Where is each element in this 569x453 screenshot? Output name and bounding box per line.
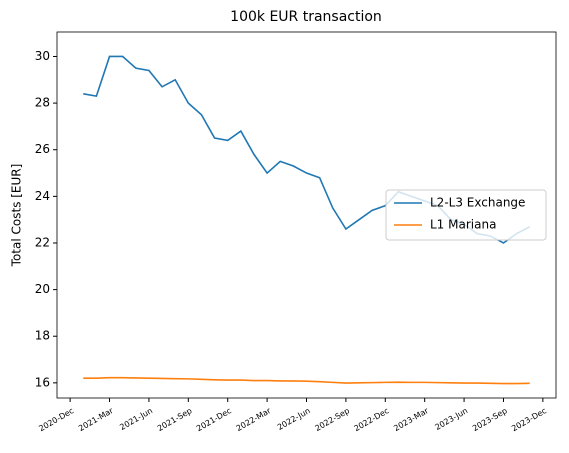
x-tick-label: 2022-Jun: [276, 406, 312, 432]
plot-frame: [56, 31, 557, 399]
x-tick-label: 2023-Jun: [433, 406, 469, 432]
x-tick-label: 2022-Mar: [235, 406, 273, 433]
legend-box: [385, 189, 547, 241]
chart-title: 100k EUR transaction: [230, 9, 382, 25]
legend-label: L2-L3 Exchange: [430, 196, 525, 210]
x-tick-label: 2023-Mar: [392, 406, 430, 433]
x-tick-label: 2021-Sep: [156, 406, 194, 433]
x-tick-label: 2022-Dec: [352, 406, 390, 433]
y-tick-label: 16: [35, 375, 50, 389]
y-tick-label: 20: [35, 282, 50, 296]
legend: L2-L3 Exchange L1 Mariana: [385, 189, 547, 241]
x-tick-label: 2023-Sep: [471, 406, 509, 433]
y-tick-label: 30: [35, 49, 50, 63]
x-tick-label: 2022-Sep: [313, 406, 351, 433]
y-tick-label: 28: [35, 96, 50, 110]
x-tick-label: 2021-Jun: [118, 406, 154, 432]
x-tick-label: 2020-Dec: [37, 406, 75, 433]
x-tick-label: 2021-Mar: [77, 406, 115, 433]
legend-label: L1 Mariana: [430, 218, 496, 232]
y-tick-label: 18: [35, 329, 50, 343]
line-series: [83, 376, 530, 385]
y-axis-label: Total Costs [EUR]: [10, 164, 24, 268]
y-tick-label: 22: [35, 235, 50, 249]
y-tick-label: 24: [35, 189, 50, 203]
x-tick-label: 2023-Dec: [510, 406, 548, 433]
y-tick-label: 26: [35, 142, 50, 156]
x-tick-label: 2021-Dec: [195, 406, 233, 433]
